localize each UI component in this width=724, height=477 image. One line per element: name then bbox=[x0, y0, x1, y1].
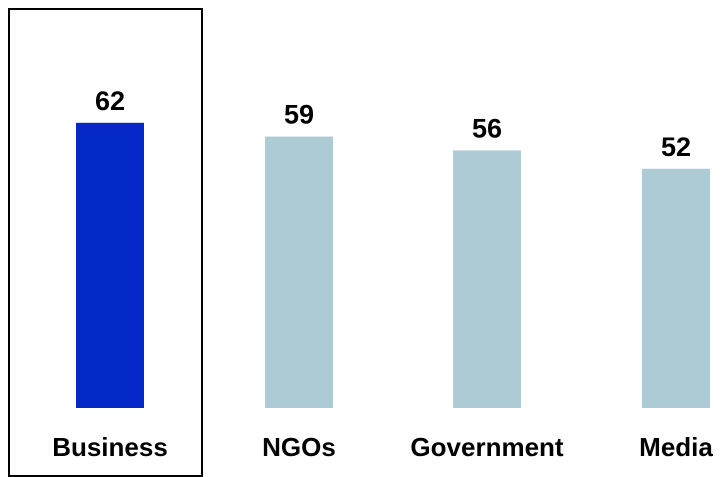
category-labels-group: Business NGOs Government Media bbox=[52, 432, 713, 462]
bar-government bbox=[453, 150, 521, 408]
category-label-ngos: NGOs bbox=[262, 432, 336, 462]
category-label-media: Media bbox=[639, 432, 713, 462]
bars-group bbox=[76, 122, 710, 409]
highlight-box bbox=[8, 8, 203, 477]
bar-media bbox=[642, 168, 710, 408]
value-label-ngos: 59 bbox=[284, 100, 314, 130]
bar-business bbox=[76, 122, 144, 409]
bar-ngos bbox=[265, 136, 333, 408]
category-label-government: Government bbox=[410, 432, 563, 462]
value-label-media: 52 bbox=[661, 132, 691, 162]
value-label-government: 56 bbox=[472, 113, 502, 143]
value-label-business: 62 bbox=[95, 86, 125, 116]
category-label-business: Business bbox=[52, 432, 168, 462]
value-labels-group: 62 59 56 52 bbox=[95, 86, 691, 162]
